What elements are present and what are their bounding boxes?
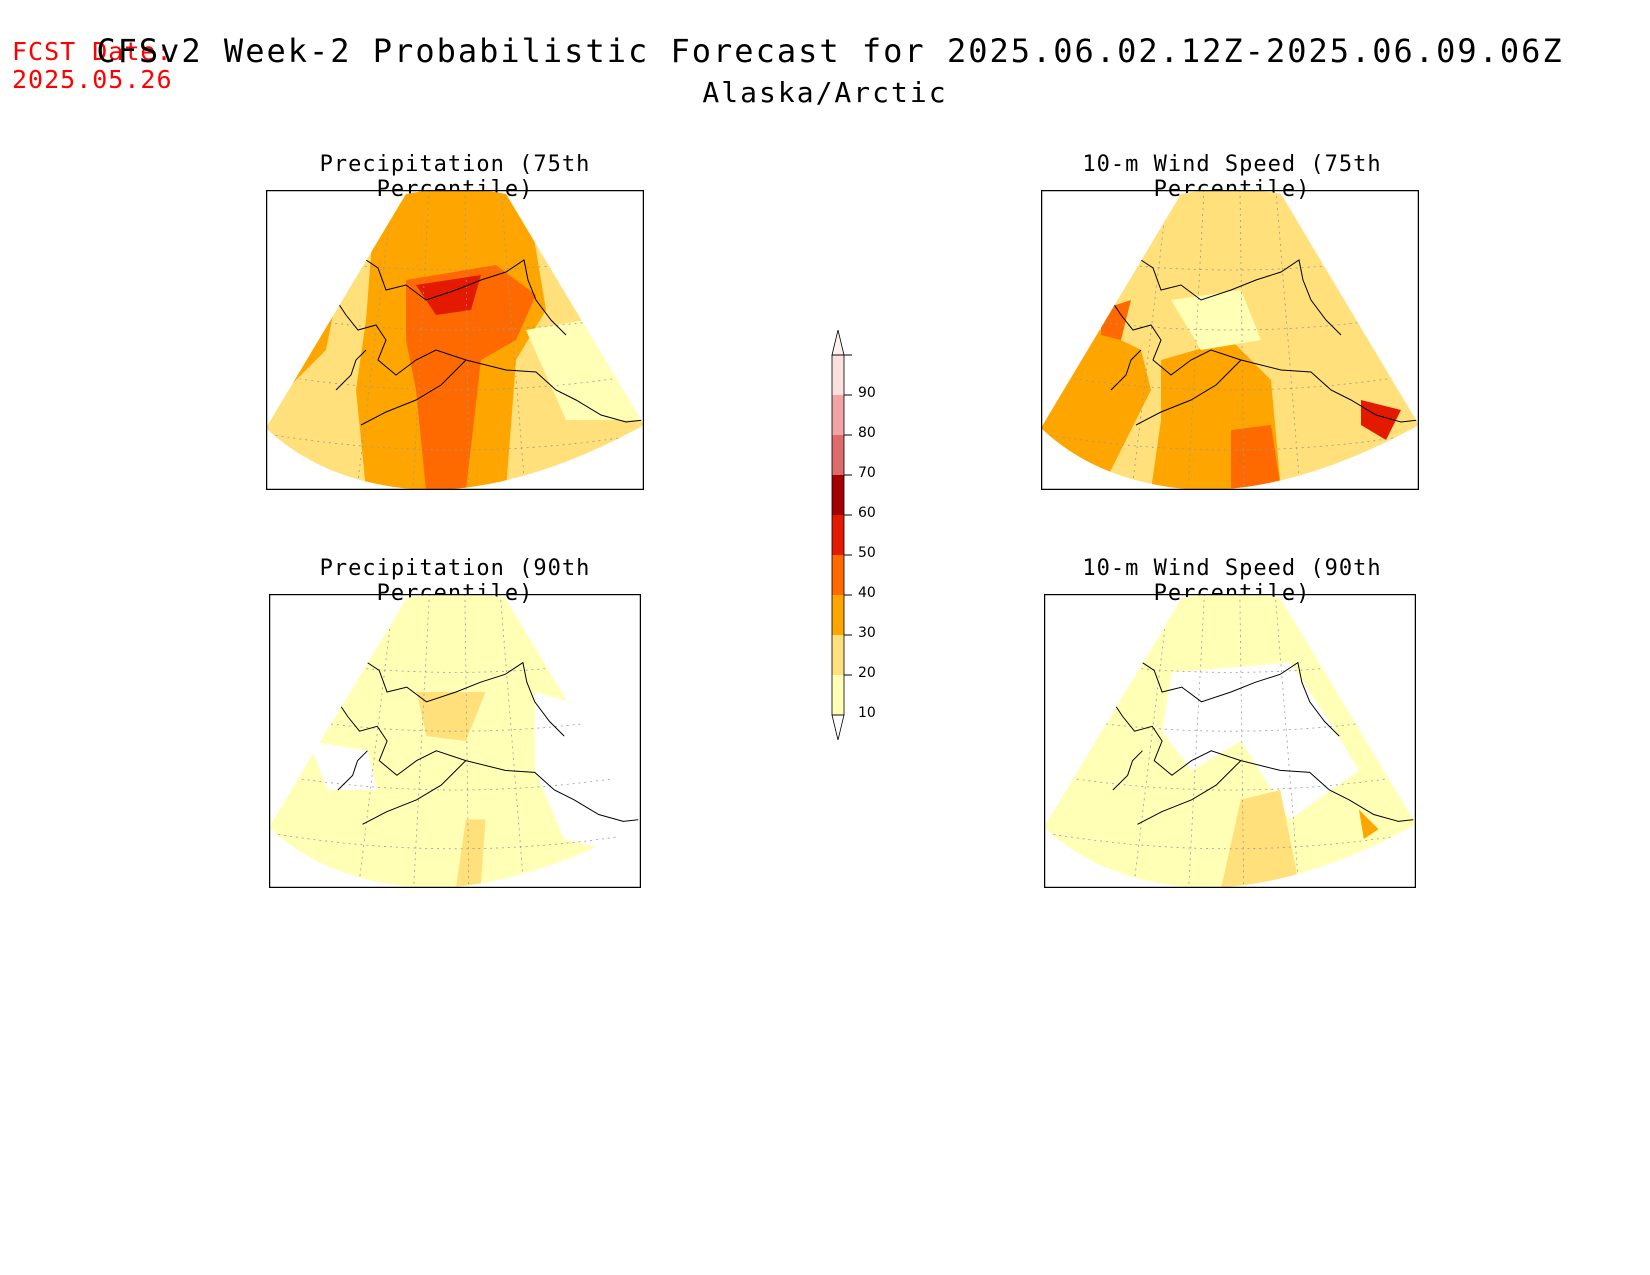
colorbar-label: 40: [858, 585, 876, 601]
colorbar-swatch: [832, 435, 844, 475]
colorbar-label: 50: [858, 545, 876, 561]
graticule-line: [1041, 429, 1419, 451]
probability-colorbar: [831, 330, 852, 740]
colorbar-swatch: [832, 475, 844, 515]
map-frame: [269, 594, 641, 888]
prob-20-30-region: [1221, 790, 1300, 888]
graticule-line: [266, 369, 644, 391]
map-frame: [266, 190, 644, 490]
no-signal-region: [308, 741, 378, 790]
colorbar-swatch: [832, 355, 844, 395]
colorbar-frame: [831, 354, 845, 716]
graticule-line: [269, 711, 641, 732]
prob-40-50-region: [406, 265, 536, 490]
colorbar-swatch: [832, 555, 844, 595]
prob-10-20-region: [1171, 290, 1261, 350]
graticule-line: [1239, 190, 1245, 490]
graticule-line: [1044, 828, 1416, 850]
forecast-date-block: FCST Date: 2025.05.26: [12, 38, 173, 94]
coastline: [322, 701, 641, 822]
map-frame: [1041, 190, 1419, 490]
coastline: [1137, 760, 1242, 825]
coastline: [360, 359, 467, 426]
colorbar-label: 90: [858, 385, 876, 401]
coastline: [335, 349, 367, 391]
graticule-line: [1041, 309, 1419, 331]
coastline: [1095, 299, 1419, 423]
prob-20-30-region: [416, 692, 486, 741]
colorbar-swatch: [832, 595, 844, 635]
graticule-line: [412, 190, 430, 490]
graticule-line: [266, 429, 644, 451]
coastline: [1097, 701, 1416, 822]
colorbar-label: 80: [858, 425, 876, 441]
colorbar-swatch: [832, 515, 844, 555]
graticule-line: [1041, 249, 1419, 271]
coastline: [357, 661, 565, 737]
graticule-line: [464, 594, 470, 888]
coastline: [1130, 259, 1342, 336]
graticule-line: [1275, 190, 1301, 490]
colorbar-swatch: [832, 675, 844, 715]
graticule-line: [500, 190, 526, 490]
colorbar-swatch: [832, 395, 844, 435]
wind-90-map: [1044, 594, 1416, 888]
coastline: [1110, 349, 1142, 391]
panel-title-wind-75: 10-m Wind Speed (75th Percentile): [1082, 152, 1382, 202]
prob-30-40-region: [1358, 809, 1379, 839]
chart-title: CFSv2 Week-2 Probabilistic Forecast for …: [96, 32, 1564, 70]
graticule-line: [1187, 190, 1205, 490]
prob-50-60-region: [416, 275, 481, 315]
graticule-line: [356, 190, 394, 490]
colorbar-bottom-arrow: [831, 714, 845, 740]
forecast-date-value: 2025.05.26: [12, 65, 173, 94]
graticule-line: [269, 652, 641, 673]
colorbar-swatch: [832, 635, 844, 675]
graticule-line: [266, 309, 644, 331]
coastline: [1135, 359, 1242, 426]
precip-90-map: [269, 594, 641, 888]
graticule-line: [1044, 770, 1416, 791]
colorbar-label: 20: [858, 665, 876, 681]
graticule-line: [1188, 594, 1205, 888]
graticule-line: [1133, 594, 1170, 888]
colorbar-label: 10: [858, 705, 876, 721]
colorbar-label: 30: [858, 625, 876, 641]
graticule-line: [1239, 594, 1245, 888]
colorbar-label: 60: [858, 505, 876, 521]
coastline: [1112, 750, 1143, 791]
graticule-line: [1131, 190, 1169, 490]
graticule-line: [269, 770, 641, 791]
colorbar-label: 70: [858, 465, 876, 481]
wind-75-map: [1041, 190, 1419, 490]
coastline: [320, 299, 644, 423]
graticule-line: [464, 190, 470, 490]
coastline: [337, 750, 368, 791]
coastline: [355, 259, 567, 336]
colorbar-top-arrow: [831, 330, 845, 356]
chart-title-block: CFSv2 Week-2 Probabilistic Forecast for …: [0, 32, 1650, 109]
prob-50-60-region: [1361, 400, 1401, 440]
coastline: [362, 760, 467, 825]
forecast-date-label: FCST Date:: [12, 37, 173, 66]
coastline: [1132, 661, 1340, 737]
map-frame: [1044, 594, 1416, 888]
precip-75-map: [266, 190, 644, 490]
graticule-line: [269, 828, 641, 850]
graticule-line: [499, 594, 525, 888]
graticule-line: [413, 594, 430, 888]
graticule-line: [266, 249, 644, 271]
graticule-line: [1041, 369, 1419, 391]
graticule-line: [1044, 711, 1416, 732]
graticule-line: [1274, 594, 1300, 888]
graticule-line: [358, 594, 395, 888]
prob-20-30-region: [455, 819, 486, 888]
graticule-line: [1044, 652, 1416, 673]
region-subtitle: Alaska/Arctic: [702, 76, 948, 109]
